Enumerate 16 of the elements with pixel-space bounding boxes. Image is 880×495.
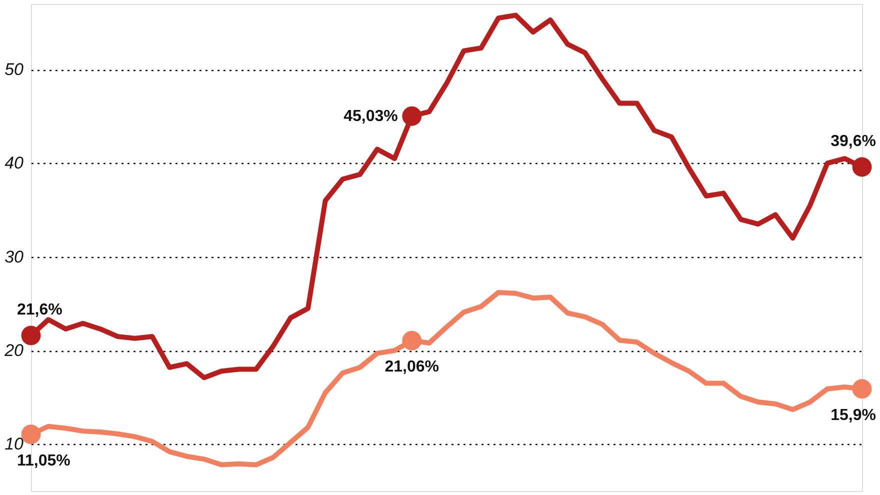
point	[402, 330, 422, 350]
point	[21, 326, 41, 346]
data-label: 39,6%	[830, 132, 876, 150]
data-label: 45,03%	[344, 108, 398, 126]
point	[852, 379, 872, 399]
y-tick-label: 20	[4, 341, 24, 360]
data-label: 21,6%	[17, 302, 62, 319]
y-tick-label: 50	[4, 60, 24, 80]
data-label: 21,06%	[384, 358, 440, 376]
data-label: 15,9%	[830, 406, 876, 424]
point	[852, 157, 872, 177]
y-tick-label: 30	[4, 247, 24, 266]
data-label: 11,05%	[17, 452, 70, 470]
point	[402, 106, 422, 126]
y-tick-label: 10	[4, 434, 24, 454]
y-tick-label: 40	[4, 154, 24, 173]
